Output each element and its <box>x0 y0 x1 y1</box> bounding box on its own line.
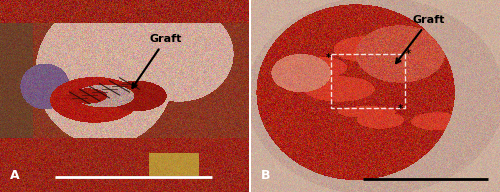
Text: *: * <box>398 104 403 114</box>
Text: *: * <box>406 49 410 59</box>
Text: Graft: Graft <box>396 15 445 63</box>
Text: Graft: Graft <box>132 34 182 88</box>
Text: A: A <box>10 169 20 182</box>
Text: B: B <box>261 169 270 182</box>
Text: *: * <box>326 53 330 63</box>
